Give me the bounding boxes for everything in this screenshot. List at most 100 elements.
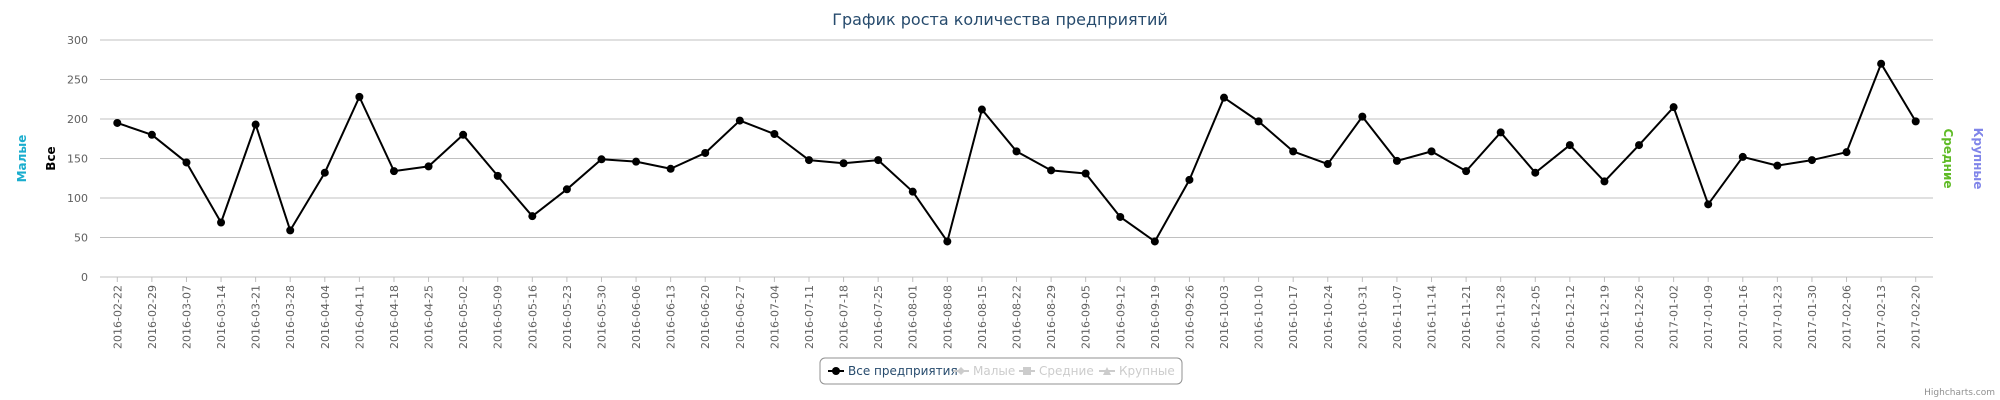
x-tick-label: 2016-03-28 bbox=[284, 285, 297, 349]
data-point[interactable] bbox=[459, 130, 468, 139]
y-axis-title-left: Малые bbox=[15, 135, 29, 183]
data-point[interactable] bbox=[1669, 103, 1678, 112]
data-point[interactable] bbox=[735, 116, 744, 125]
data-point[interactable] bbox=[1358, 112, 1367, 121]
x-tick-label: 2016-09-12 bbox=[1114, 285, 1127, 349]
data-point[interactable] bbox=[493, 171, 502, 180]
data-point[interactable] bbox=[666, 164, 675, 173]
x-tick-label: 2017-01-30 bbox=[1806, 285, 1819, 349]
data-point[interactable] bbox=[804, 156, 813, 165]
data-point[interactable] bbox=[1323, 160, 1332, 169]
x-tick-label: 2017-01-09 bbox=[1702, 285, 1715, 349]
x-tick-label: 2016-10-17 bbox=[1287, 285, 1300, 349]
y-axis-ticks: 0 50 100 150 200 250 300 bbox=[67, 34, 88, 284]
data-point[interactable] bbox=[1081, 169, 1090, 178]
data-point[interactable] bbox=[1254, 117, 1263, 126]
legend-item[interactable]: Средние bbox=[1019, 364, 1094, 378]
x-tick-label: 2016-08-08 bbox=[941, 285, 954, 349]
chart-title: График роста количества предприятий bbox=[832, 10, 1168, 29]
x-tick-label: 2017-02-06 bbox=[1841, 285, 1854, 349]
legend: Все предприятия Малые Средние Крупные bbox=[819, 357, 1183, 385]
x-tick-label: 2016-04-11 bbox=[353, 285, 366, 349]
data-point[interactable] bbox=[286, 226, 295, 235]
data-point[interactable] bbox=[977, 105, 986, 114]
y-tick-label: 150 bbox=[67, 153, 88, 166]
data-point[interactable] bbox=[1565, 141, 1574, 150]
x-tick-label: 2016-12-26 bbox=[1633, 285, 1646, 349]
data-point[interactable] bbox=[1427, 147, 1436, 156]
data-point[interactable] bbox=[217, 218, 226, 227]
data-point[interactable] bbox=[113, 118, 122, 127]
x-tick-label: 2016-05-09 bbox=[492, 285, 505, 349]
data-point[interactable] bbox=[908, 187, 917, 196]
data-point[interactable] bbox=[1150, 237, 1159, 246]
data-point[interactable] bbox=[1116, 212, 1125, 221]
data-point[interactable] bbox=[1911, 117, 1920, 126]
series-layer bbox=[113, 59, 1920, 246]
data-point[interactable] bbox=[1877, 59, 1886, 68]
x-tick-label: 2016-10-31 bbox=[1356, 285, 1369, 349]
data-point[interactable] bbox=[1220, 93, 1229, 102]
data-point[interactable] bbox=[632, 157, 641, 166]
x-tick-label: 2017-01-16 bbox=[1737, 285, 1750, 349]
data-point[interactable] bbox=[1738, 152, 1747, 161]
legend-label: Крупные bbox=[1119, 364, 1175, 378]
data-point[interactable] bbox=[943, 237, 952, 246]
data-point[interactable] bbox=[597, 155, 606, 164]
data-point[interactable] bbox=[1185, 175, 1194, 184]
legend-label: Все предприятия bbox=[848, 364, 958, 378]
x-tick-label: 2017-02-13 bbox=[1875, 285, 1888, 349]
data-point[interactable] bbox=[1392, 156, 1401, 165]
x-tick-label: 2016-06-06 bbox=[630, 285, 643, 349]
credits-link[interactable]: Highcharts.com bbox=[1924, 388, 1995, 398]
grid bbox=[100, 39, 1933, 278]
legend-item[interactable]: Крупные bbox=[1099, 364, 1175, 378]
x-tick-label: 2016-04-25 bbox=[423, 285, 436, 349]
data-point[interactable] bbox=[1012, 147, 1021, 156]
data-point[interactable] bbox=[1807, 156, 1816, 165]
data-point[interactable] bbox=[424, 162, 433, 171]
y-tick-label: 250 bbox=[67, 74, 88, 87]
x-tick-label: 2016-09-19 bbox=[1149, 285, 1162, 349]
legend-item[interactable]: Малые bbox=[953, 364, 1015, 378]
data-point[interactable] bbox=[389, 167, 398, 176]
data-point[interactable] bbox=[1635, 141, 1644, 150]
x-tick-label: 2016-06-13 bbox=[665, 285, 678, 349]
data-point[interactable] bbox=[528, 212, 537, 221]
data-point[interactable] bbox=[1047, 166, 1056, 175]
data-point[interactable] bbox=[1600, 177, 1609, 186]
data-point[interactable] bbox=[1289, 147, 1298, 156]
data-point[interactable] bbox=[182, 158, 191, 167]
data-point[interactable] bbox=[147, 130, 156, 139]
x-tick-label: 2016-08-15 bbox=[976, 285, 989, 349]
x-tick-label: 2016-04-04 bbox=[319, 285, 332, 349]
x-tick-label: 2016-05-16 bbox=[526, 285, 539, 349]
triangle-icon bbox=[1103, 367, 1111, 375]
legend-item[interactable]: Все предприятия bbox=[828, 364, 958, 378]
data-point[interactable] bbox=[320, 168, 329, 177]
data-point[interactable] bbox=[1462, 167, 1471, 176]
circle-icon bbox=[832, 367, 840, 375]
x-tick-label: 2016-10-03 bbox=[1218, 285, 1231, 349]
x-tick-label: 2016-08-01 bbox=[907, 285, 920, 349]
data-point[interactable] bbox=[1496, 128, 1505, 137]
data-point[interactable] bbox=[1842, 148, 1851, 157]
data-point[interactable] bbox=[251, 120, 260, 129]
legend-label: Малые bbox=[973, 364, 1015, 378]
data-point[interactable] bbox=[874, 156, 883, 165]
data-point[interactable] bbox=[701, 148, 710, 157]
data-point[interactable] bbox=[770, 130, 779, 139]
data-point[interactable] bbox=[839, 159, 848, 168]
x-tick-label: 2016-07-25 bbox=[872, 285, 885, 349]
data-point[interactable] bbox=[562, 185, 571, 194]
data-point[interactable] bbox=[1704, 200, 1713, 209]
x-tick-label: 2016-05-23 bbox=[561, 285, 574, 349]
x-tick-label: 2016-11-14 bbox=[1426, 285, 1439, 349]
data-point[interactable] bbox=[1773, 161, 1782, 170]
data-point[interactable] bbox=[1531, 168, 1540, 177]
legend-label: Средние bbox=[1039, 364, 1094, 378]
x-tick-label: 2016-06-20 bbox=[699, 285, 712, 349]
data-point[interactable] bbox=[355, 92, 364, 101]
